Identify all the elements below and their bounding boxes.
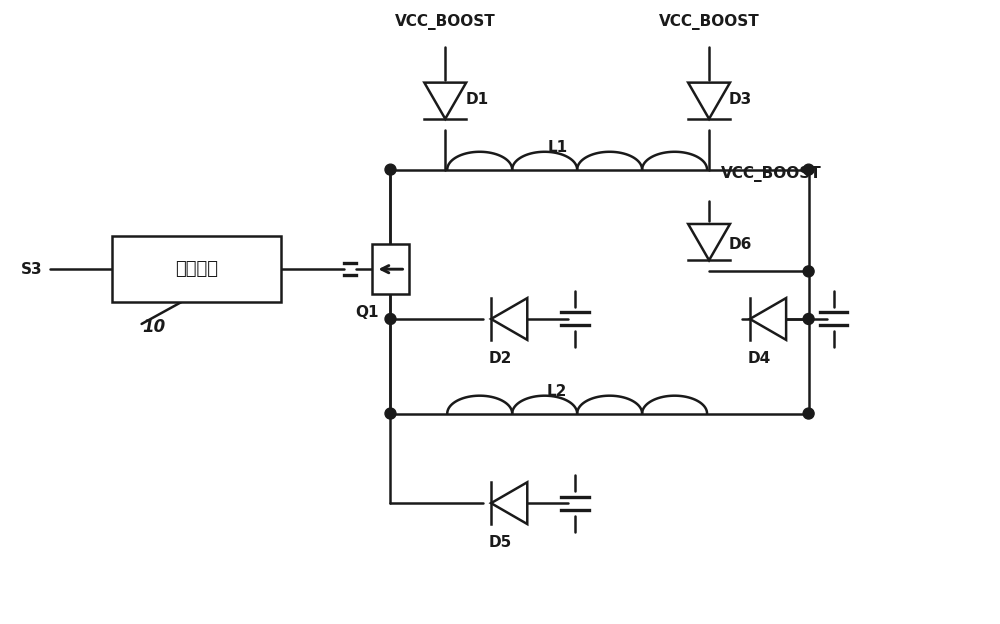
Text: Q1: Q1 [355, 305, 378, 319]
Text: D1: D1 [465, 92, 488, 107]
Text: L2: L2 [547, 384, 567, 399]
Text: VCC_BOOST: VCC_BOOST [659, 14, 759, 30]
Text: D4: D4 [747, 351, 770, 366]
Polygon shape [688, 224, 730, 260]
Polygon shape [750, 298, 786, 340]
Text: D6: D6 [729, 236, 752, 252]
Text: D5: D5 [488, 535, 512, 550]
Polygon shape [491, 482, 527, 524]
Text: D2: D2 [488, 351, 512, 366]
Polygon shape [491, 298, 527, 340]
Text: VCC_BOOST: VCC_BOOST [721, 165, 822, 182]
Text: 10: 10 [142, 318, 165, 336]
Circle shape [803, 164, 814, 175]
Text: 自举电路: 自举电路 [175, 260, 218, 278]
Circle shape [385, 313, 396, 324]
Text: D3: D3 [729, 92, 752, 107]
Polygon shape [424, 82, 466, 119]
Circle shape [803, 266, 814, 277]
Text: L1: L1 [547, 140, 567, 155]
Circle shape [803, 313, 814, 324]
FancyBboxPatch shape [112, 236, 281, 302]
Text: VCC_BOOST: VCC_BOOST [395, 14, 496, 30]
Polygon shape [688, 82, 730, 119]
Circle shape [385, 408, 396, 419]
Circle shape [385, 164, 396, 175]
FancyBboxPatch shape [372, 245, 409, 294]
Circle shape [803, 408, 814, 419]
Text: S3: S3 [21, 261, 43, 276]
